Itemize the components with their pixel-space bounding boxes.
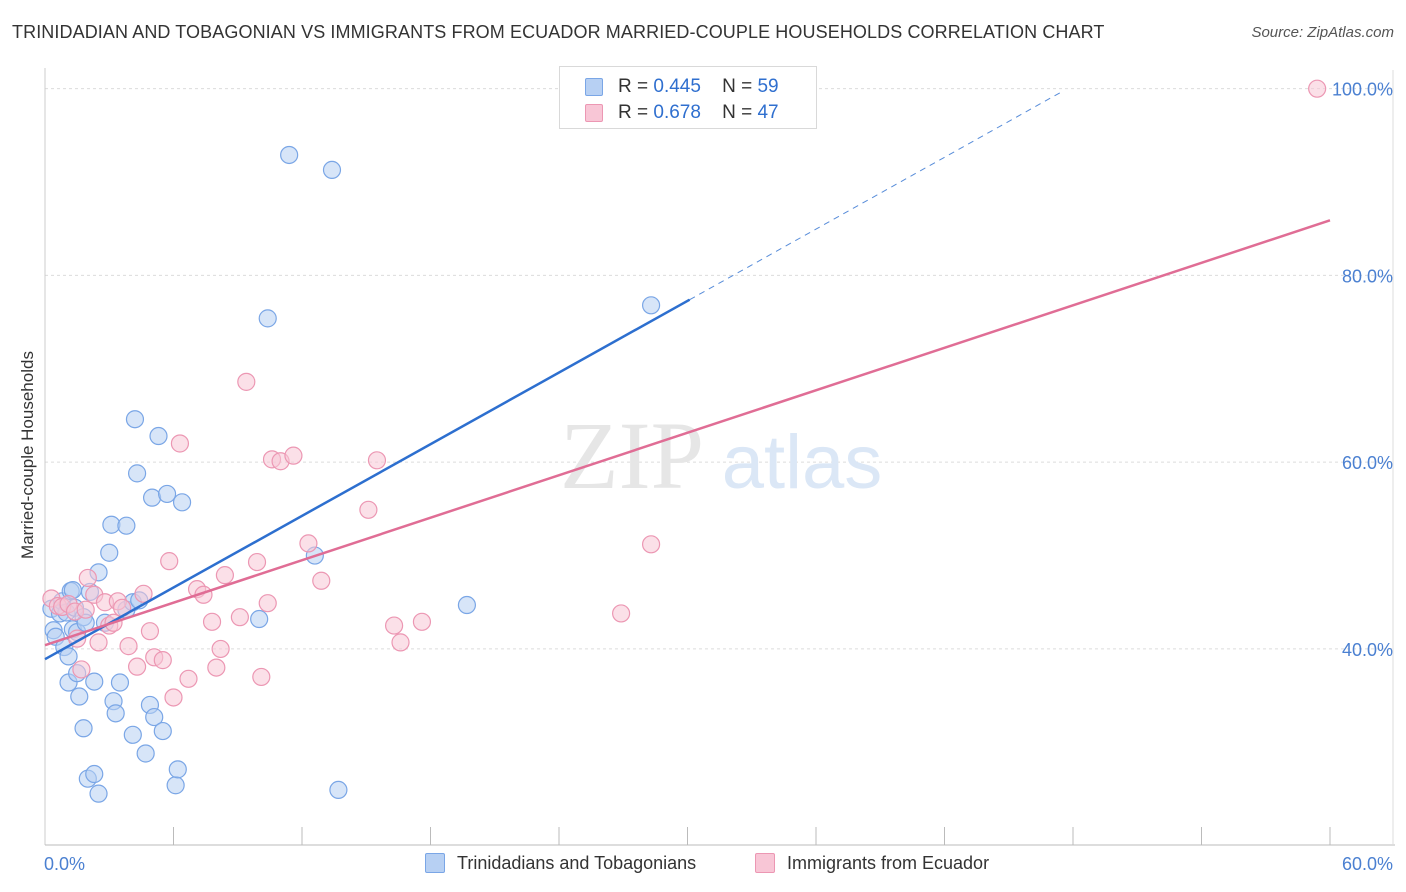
y-tick-label: 60.0% [1342,453,1393,473]
data-point-trinidadians [142,488,162,507]
y-tick-label: 80.0% [1342,266,1393,286]
n-value: 59 [757,76,779,97]
data-point-ecuador [284,446,303,465]
data-point-trinidadians [166,776,185,795]
data-point-trinidadians [258,309,277,328]
data-point-trinidadians [149,426,168,446]
data-point-ecuador [72,660,91,679]
watermark: ZIP atlas [560,402,882,509]
data-point-trinidadians [123,725,142,744]
trend-lines [44,91,1331,661]
data-point-ecuador [76,600,95,619]
chart-title: TRINIDADIAN AND TOBAGONIAN VS IMMIGRANTS… [12,22,1105,42]
data-point-ecuador [367,451,387,470]
data-point-trinidadians [457,595,477,615]
data-point-ecuador [207,658,226,677]
n-label: N = [722,76,753,97]
legend-swatch-blue [425,853,445,873]
stats-legend: R = 0.445 N = 59 R = 0.678 N = 47 [559,66,817,129]
data-point-trinidadians [127,464,147,483]
data-point-trinidadians [153,721,172,741]
data-point-trinidadians [641,296,661,315]
data-point-ecuador [612,604,631,623]
data-point-ecuador [78,568,97,588]
n-value: 47 [757,102,779,123]
data-point-trinidadians [74,719,93,738]
trend-line-trinidadians-extension [689,91,1063,301]
data-point-trinidadians [322,160,342,180]
data-point-ecuador [119,637,138,656]
data-point-ecuador [170,434,190,453]
data-point-ecuador [89,633,108,652]
data-point-ecuador [312,571,331,590]
r-value: 0.678 [653,102,701,123]
data-point-ecuador [412,612,432,631]
data-point-ecuador [391,633,410,652]
data-point-ecuador [215,566,234,585]
data-point-trinidadians [70,687,89,706]
data-point-ecuador [160,552,179,571]
data-point-ecuador [247,552,267,572]
data-point-trinidadians [85,672,104,691]
data-point-ecuador [202,612,222,631]
x-tick-label: 0.0% [44,854,85,874]
data-point-ecuador [153,651,172,670]
legend-swatch-blue [585,78,603,96]
data-point-ecuador [230,608,249,627]
data-point-ecuador [359,500,378,519]
data-point-ecuador [179,669,198,688]
r-label: R = [618,102,649,123]
gridlines [45,88,1395,650]
data-point-trinidadians [329,780,348,800]
data-point-ecuador [140,622,160,641]
data-point-trinidadians [145,707,164,727]
y-tick-label: 40.0% [1342,640,1393,660]
data-point-ecuador [641,535,661,554]
watermark-atlas: atlas [722,420,883,505]
data-point-trinidadians [110,673,130,692]
series-ecuador-points [42,79,1327,707]
trend-line-ecuador [44,219,1331,647]
data-point-trinidadians [100,543,119,562]
source-credit: Source: ZipAtlas.com [1251,24,1394,41]
watermark-zip: ZIP [560,402,704,509]
legend-swatch-pink [755,853,775,873]
stats-text: R = 0.445 N = 59 [618,76,779,98]
data-point-ecuador [258,594,277,613]
data-point-trinidadians [136,744,155,763]
data-point-trinidadians [106,704,125,723]
data-point-trinidadians [250,609,269,629]
r-label: R = [618,76,649,97]
data-point-trinidadians [85,764,104,784]
data-point-ecuador [252,667,271,687]
data-point-trinidadians [125,410,145,429]
data-point-trinidadians [157,484,177,504]
axes [44,68,1395,846]
data-point-trinidadians [59,647,78,666]
trend-line-trinidadians [44,298,691,661]
data-point-trinidadians [117,516,136,535]
data-point-ecuador [127,657,147,676]
r-value: 0.445 [653,76,701,97]
data-point-ecuador [164,688,183,707]
legend-label: Trinidadians and Tobagonians [457,853,697,873]
data-point-trinidadians [172,493,192,512]
y-tick-label: 100.0% [1332,80,1393,100]
data-point-ecuador [299,534,318,553]
data-point-ecuador [134,584,153,603]
legend-label: Immigrants from Ecuador [787,853,990,873]
data-point-ecuador [237,372,256,391]
data-point-ecuador [211,639,230,659]
tick-labels: 40.0% 60.0% 80.0% 100.0% 0.0% 60.0% [44,80,1393,874]
data-point-trinidadians [280,145,299,165]
data-point-trinidadians [89,784,108,803]
legend-swatch-pink [585,104,603,122]
data-point-trinidadians [168,760,187,779]
x-tick-label: 60.0% [1342,854,1393,874]
data-point-ecuador [1308,79,1327,98]
data-point-ecuador [384,616,404,635]
n-label: N = [722,102,753,123]
stats-text: R = 0.678 N = 47 [618,102,779,124]
